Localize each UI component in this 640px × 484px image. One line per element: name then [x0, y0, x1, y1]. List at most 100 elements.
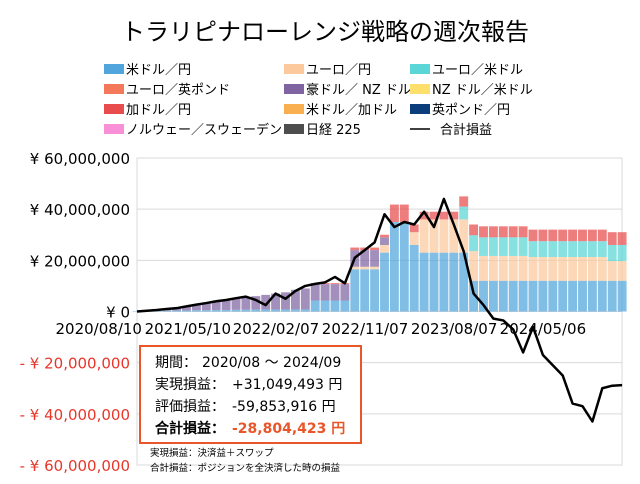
bar-eurjpy: [498, 255, 508, 281]
total-pl-line: [136, 197, 623, 423]
bar-cadjpy: [578, 229, 587, 242]
bar-usdjpy: [488, 280, 498, 312]
legend-label-gbpjpy: 英ポンド／円: [432, 103, 510, 118]
bar-usdjpy: [558, 280, 568, 312]
y-tick-label: ¥ 60,000,000: [30, 150, 130, 168]
bar-audnzd: [182, 305, 191, 311]
bar-audnzd: [211, 301, 221, 310]
period-label: 期間：: [155, 355, 197, 371]
bar-usdjpy: [370, 269, 380, 312]
bar-usdjpy: [191, 310, 201, 312]
bar-usdjpy: [290, 309, 300, 312]
bar-eurjpy: [538, 257, 548, 281]
total-value: -28,804,423 円: [232, 421, 345, 437]
bar-eurjpy: [459, 219, 469, 253]
bar-eurjpy: [568, 257, 578, 281]
bar-usdjpy: [469, 280, 479, 312]
x-tick-label: 2020/08/10: [56, 320, 142, 338]
bar-audnzd: [310, 284, 320, 301]
bar-usdjpy: [459, 252, 469, 312]
y-axis: ¥ 60,000,000 ¥ 40,000,000 ¥ 20,000,000 ¥ 0 -…: [20, 150, 130, 475]
bar-cadjpy: [528, 229, 538, 242]
bar-cadjpy: [350, 247, 360, 251]
bar-audnzd: [191, 304, 201, 311]
legend-swatch-gbpjpy: [410, 104, 430, 114]
bar-usdjpy: [350, 269, 360, 312]
realized-label: 実現損益：: [155, 377, 225, 393]
bar-cadjpy: [320, 283, 330, 285]
bar-eurusd: [538, 241, 548, 258]
bar-usdjpy: [221, 309, 231, 312]
bar-cadjpy: [607, 232, 617, 245]
bar-eurusd: [498, 237, 508, 256]
bar-eurjpy: [518, 255, 528, 281]
bar-usdjpy: [578, 280, 587, 312]
bar-audnzd: [300, 288, 310, 310]
bar-usdjpy: [429, 252, 439, 312]
bar-audnzd: [370, 250, 380, 267]
summary-box: 期間： 2020/08 ～ 2024/09 実現損益： +31,049,493 …: [139, 345, 362, 444]
bar-eurjpy: [617, 261, 627, 281]
bar-eurjpy: [350, 266, 360, 270]
bar-eurusd: [607, 244, 617, 262]
bar-usdjpy: [231, 309, 241, 312]
bar-eurjpy: [587, 257, 597, 281]
bar-cadjpy: [439, 211, 449, 220]
bar-audnzd: [201, 303, 211, 311]
bar-usdjpy: [607, 280, 617, 312]
bar-audnzd: [320, 284, 330, 301]
bar-cadjpy: [429, 211, 439, 220]
bar-cadjpy: [399, 204, 409, 222]
bar-cadjpy: [479, 226, 488, 238]
bar-usdjpy: [300, 309, 310, 312]
bar-usdjpy: [172, 310, 182, 312]
unrealized-value: -59,853,916 円: [232, 399, 336, 415]
bar-usdjpy: [310, 300, 320, 312]
bar-audnzd: [241, 297, 251, 310]
bar-eurusd: [488, 237, 498, 256]
bar-usdjpy: [449, 252, 459, 312]
bar-usdjpy: [330, 300, 340, 312]
bar-eurjpy: [508, 255, 518, 281]
bar-cadjpy: [518, 226, 528, 238]
bar-eurusd: [479, 237, 488, 256]
bar-cadjpy: [538, 229, 548, 242]
bar-eurusd: [518, 237, 528, 256]
bar-cadjpy: [370, 247, 380, 251]
bar-eurjpy: [578, 257, 587, 281]
bar-cadjpy: [568, 229, 578, 242]
legend-swatch-cadjpy: [104, 104, 124, 114]
bar-usdjpy: [439, 252, 449, 312]
bar-usdjpy: [528, 280, 538, 312]
legend-label-usdjpy: 米ドル／円: [126, 63, 191, 78]
y-tick-label: - ¥ 40,000,000: [20, 406, 130, 424]
legend-label-noksek: ノルウェー／スウェーデン: [126, 122, 282, 138]
legend-label-nikkei: 日経 225: [306, 123, 361, 138]
bar-usdjpy: [320, 300, 330, 312]
unrealized-label: 評価損益：: [155, 399, 225, 415]
bar-usdjpy: [568, 280, 578, 312]
bar-usdjpy: [162, 310, 172, 312]
bar-eurusd: [568, 241, 578, 258]
bar-eurjpy: [469, 251, 479, 281]
bar-cadjpy: [488, 226, 498, 238]
bar-eurusd: [578, 241, 587, 258]
y-tick-label: ¥ 0: [106, 304, 130, 322]
legend-swatch-eurusd: [410, 64, 430, 74]
legend-swatch-noksek: [104, 124, 124, 134]
bar-cadjpy: [469, 224, 479, 236]
legend-label-total: 合計損益: [440, 122, 492, 138]
x-tick-label: 2024/05/06: [500, 320, 586, 338]
period-value: 2020/08 ～ 2024/09: [202, 355, 341, 371]
legend-label-nzdusd: NZ ドル／米ドル: [432, 83, 533, 98]
bar-cadjpy: [449, 211, 459, 220]
y-tick-label: - ¥ 60,000,000: [20, 457, 130, 475]
bar-cadjpy: [508, 226, 518, 238]
bar-cadjpy: [558, 229, 568, 242]
bar-usdjpy: [241, 309, 251, 312]
bar-usdjpy: [261, 309, 271, 312]
bar-cadjpy: [587, 229, 597, 242]
legend-swatch-usdcad: [284, 104, 304, 114]
bar-usdjpy: [548, 280, 558, 312]
